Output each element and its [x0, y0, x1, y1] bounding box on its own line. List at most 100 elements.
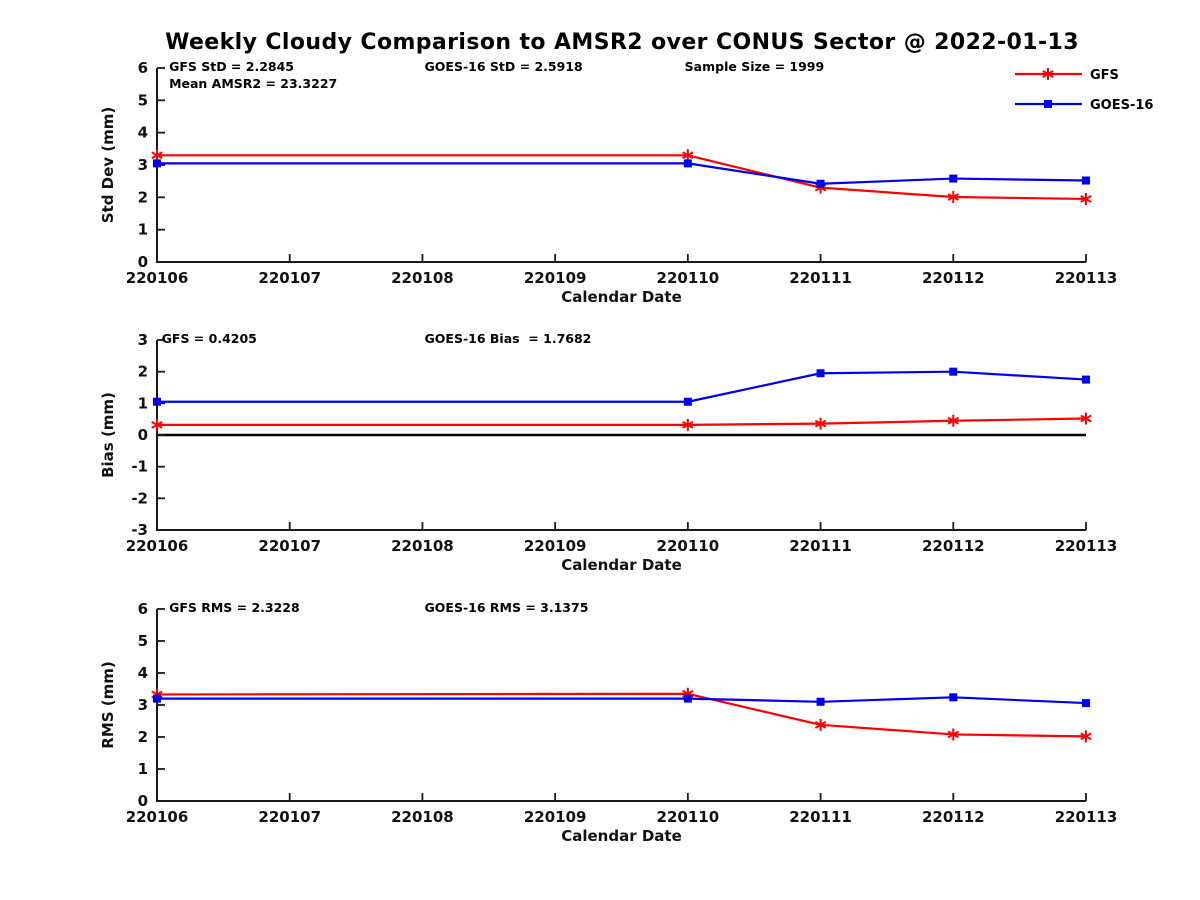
- x-tick-label: 220106: [126, 537, 189, 555]
- x-tick-label: 220111: [789, 808, 852, 826]
- y-axis-ticks: -3 -2 -1 0 1 2 3: [131, 331, 165, 539]
- x-tick-label: 220112: [922, 808, 985, 826]
- series-marker-goes-16: [1082, 176, 1090, 185]
- y-tick-label: 4: [138, 124, 148, 142]
- y-axis-ticks: 0 1 2 3 4 5 6: [138, 59, 165, 271]
- legend-label: GOES-16: [1090, 98, 1153, 113]
- y-tick-label: 1: [138, 221, 148, 239]
- x-tick-label: 220109: [524, 808, 587, 826]
- y-tick-label: 2: [138, 728, 148, 746]
- x-axis-label: Calendar Date: [561, 556, 682, 574]
- series-marker-gfs: [814, 417, 827, 430]
- stat-annotation: GFS = 0.4205: [162, 331, 257, 346]
- series-marker-gfs: [947, 191, 959, 204]
- y-tick-label: 2: [138, 363, 148, 381]
- y-tick-label: 2: [138, 188, 148, 206]
- y-tick-label: 3: [138, 331, 148, 349]
- series-marker-gfs: [682, 149, 694, 162]
- x-tick-label: 220108: [391, 269, 454, 287]
- y-tick-label: 0: [138, 426, 148, 444]
- legend-marker-gfs: [1042, 68, 1054, 80]
- series-marker-gfs: [1080, 730, 1092, 743]
- series-marker-gfs: [682, 418, 694, 431]
- x-tick-label: 220110: [657, 537, 720, 555]
- x-tick-label: 220106: [126, 808, 189, 826]
- y-axis-label: RMS (mm): [99, 661, 117, 748]
- stat-annotation: GOES-16 Bias = 1.7682: [425, 331, 592, 346]
- x-axis-ticks: 220106 220107 220108 220109 220110 220111 2201…: [126, 793, 1118, 826]
- series-marker-goes-16: [949, 693, 958, 702]
- series-marker-gfs: [947, 728, 959, 741]
- x-tick-label: 220107: [258, 269, 321, 287]
- x-tick-label: 220113: [1055, 269, 1118, 287]
- stat-annotation: GFS RMS = 2.3228: [169, 600, 300, 615]
- x-tick-label: 220106: [126, 269, 189, 287]
- series-marker-gfs: [814, 718, 827, 731]
- y-tick-label: 5: [138, 632, 148, 650]
- series-line-gfs: [155, 154, 1088, 201]
- x-tick-label: 220109: [524, 537, 587, 555]
- x-tick-label: 220107: [258, 537, 321, 555]
- x-tick-label: 220108: [391, 808, 454, 826]
- series-marker-goes-16: [949, 174, 958, 183]
- x-tick-label: 220109: [524, 269, 587, 287]
- x-tick-label: 220111: [789, 269, 852, 287]
- axis-lines: [156, 68, 1086, 263]
- series-marker-goes-16: [949, 367, 958, 376]
- y-tick-label: 1: [138, 394, 148, 412]
- x-axis-label: Calendar Date: [561, 827, 682, 845]
- stat-annotation: Mean AMSR2 = 23.3227: [169, 76, 337, 91]
- chart-title: Weekly Cloudy Comparison to AMSR2 over C…: [165, 30, 1079, 55]
- series-marker-goes-16: [683, 397, 692, 406]
- series-marker-goes-16: [153, 159, 161, 168]
- legend-label: GFS: [1090, 68, 1119, 83]
- y-tick-label: 6: [138, 59, 148, 77]
- y-tick-label: 0: [138, 792, 148, 810]
- y-tick-label: 3: [138, 156, 148, 174]
- stat-annotation: GOES-16 StD = 2.5918: [425, 59, 583, 74]
- series-marker-goes-16: [683, 159, 692, 168]
- x-tick-label: 220112: [922, 269, 985, 287]
- series-marker-gfs: [151, 149, 163, 162]
- y-tick-label: 1: [138, 760, 148, 778]
- x-tick-label: 220107: [258, 808, 321, 826]
- series-line-goes-16: [155, 696, 1088, 705]
- stat-annotation: Sample Size = 1999: [685, 59, 825, 74]
- subplot-std-dev: 0 1 2 3 4 5 6 220106 220107 220108 220109 220110 220…: [99, 59, 1117, 306]
- stat-annotation: GFS StD = 2.2845: [169, 59, 294, 74]
- series-marker-goes-16: [153, 397, 161, 406]
- x-tick-label: 220113: [1055, 808, 1118, 826]
- x-tick-label: 220110: [657, 269, 720, 287]
- y-axis-label: Bias (mm): [99, 392, 117, 478]
- series-line-gfs: [155, 692, 1088, 738]
- y-tick-label: 4: [138, 664, 148, 682]
- y-tick-label: 3: [138, 696, 148, 714]
- series-marker-goes-16: [153, 694, 161, 703]
- series-marker-gfs: [151, 418, 163, 431]
- series-line-goes-16: [155, 370, 1088, 403]
- y-tick-label: -2: [131, 489, 148, 507]
- series-marker-gfs: [1080, 192, 1092, 205]
- series-marker-goes-16: [1082, 375, 1090, 384]
- axis-lines: [156, 609, 1086, 802]
- y-tick-label: 5: [138, 91, 148, 109]
- y-axis-ticks: 0 1 2 3 4 5 6: [138, 600, 165, 810]
- subplot-bias: -3 -2 -1 0 1 2 3 220106 220107 220108 220109 220110…: [99, 331, 1117, 574]
- y-axis-label: Std Dev (mm): [99, 107, 117, 224]
- legend: GFS GOES-16: [1015, 68, 1153, 113]
- series-line-gfs: [155, 417, 1088, 426]
- y-tick-label: -1: [131, 458, 148, 476]
- y-tick-label: -3: [131, 521, 148, 539]
- legend-marker-goes-16: [1044, 100, 1052, 108]
- series-marker-goes-16: [816, 179, 825, 188]
- x-tick-label: 220113: [1055, 537, 1118, 555]
- y-tick-label: 0: [138, 253, 148, 271]
- series-marker-gfs: [1080, 412, 1092, 425]
- y-tick-label: 6: [138, 600, 148, 618]
- series-marker-goes-16: [683, 694, 692, 703]
- series-marker-gfs: [947, 414, 959, 427]
- x-axis-label: Calendar Date: [561, 288, 682, 306]
